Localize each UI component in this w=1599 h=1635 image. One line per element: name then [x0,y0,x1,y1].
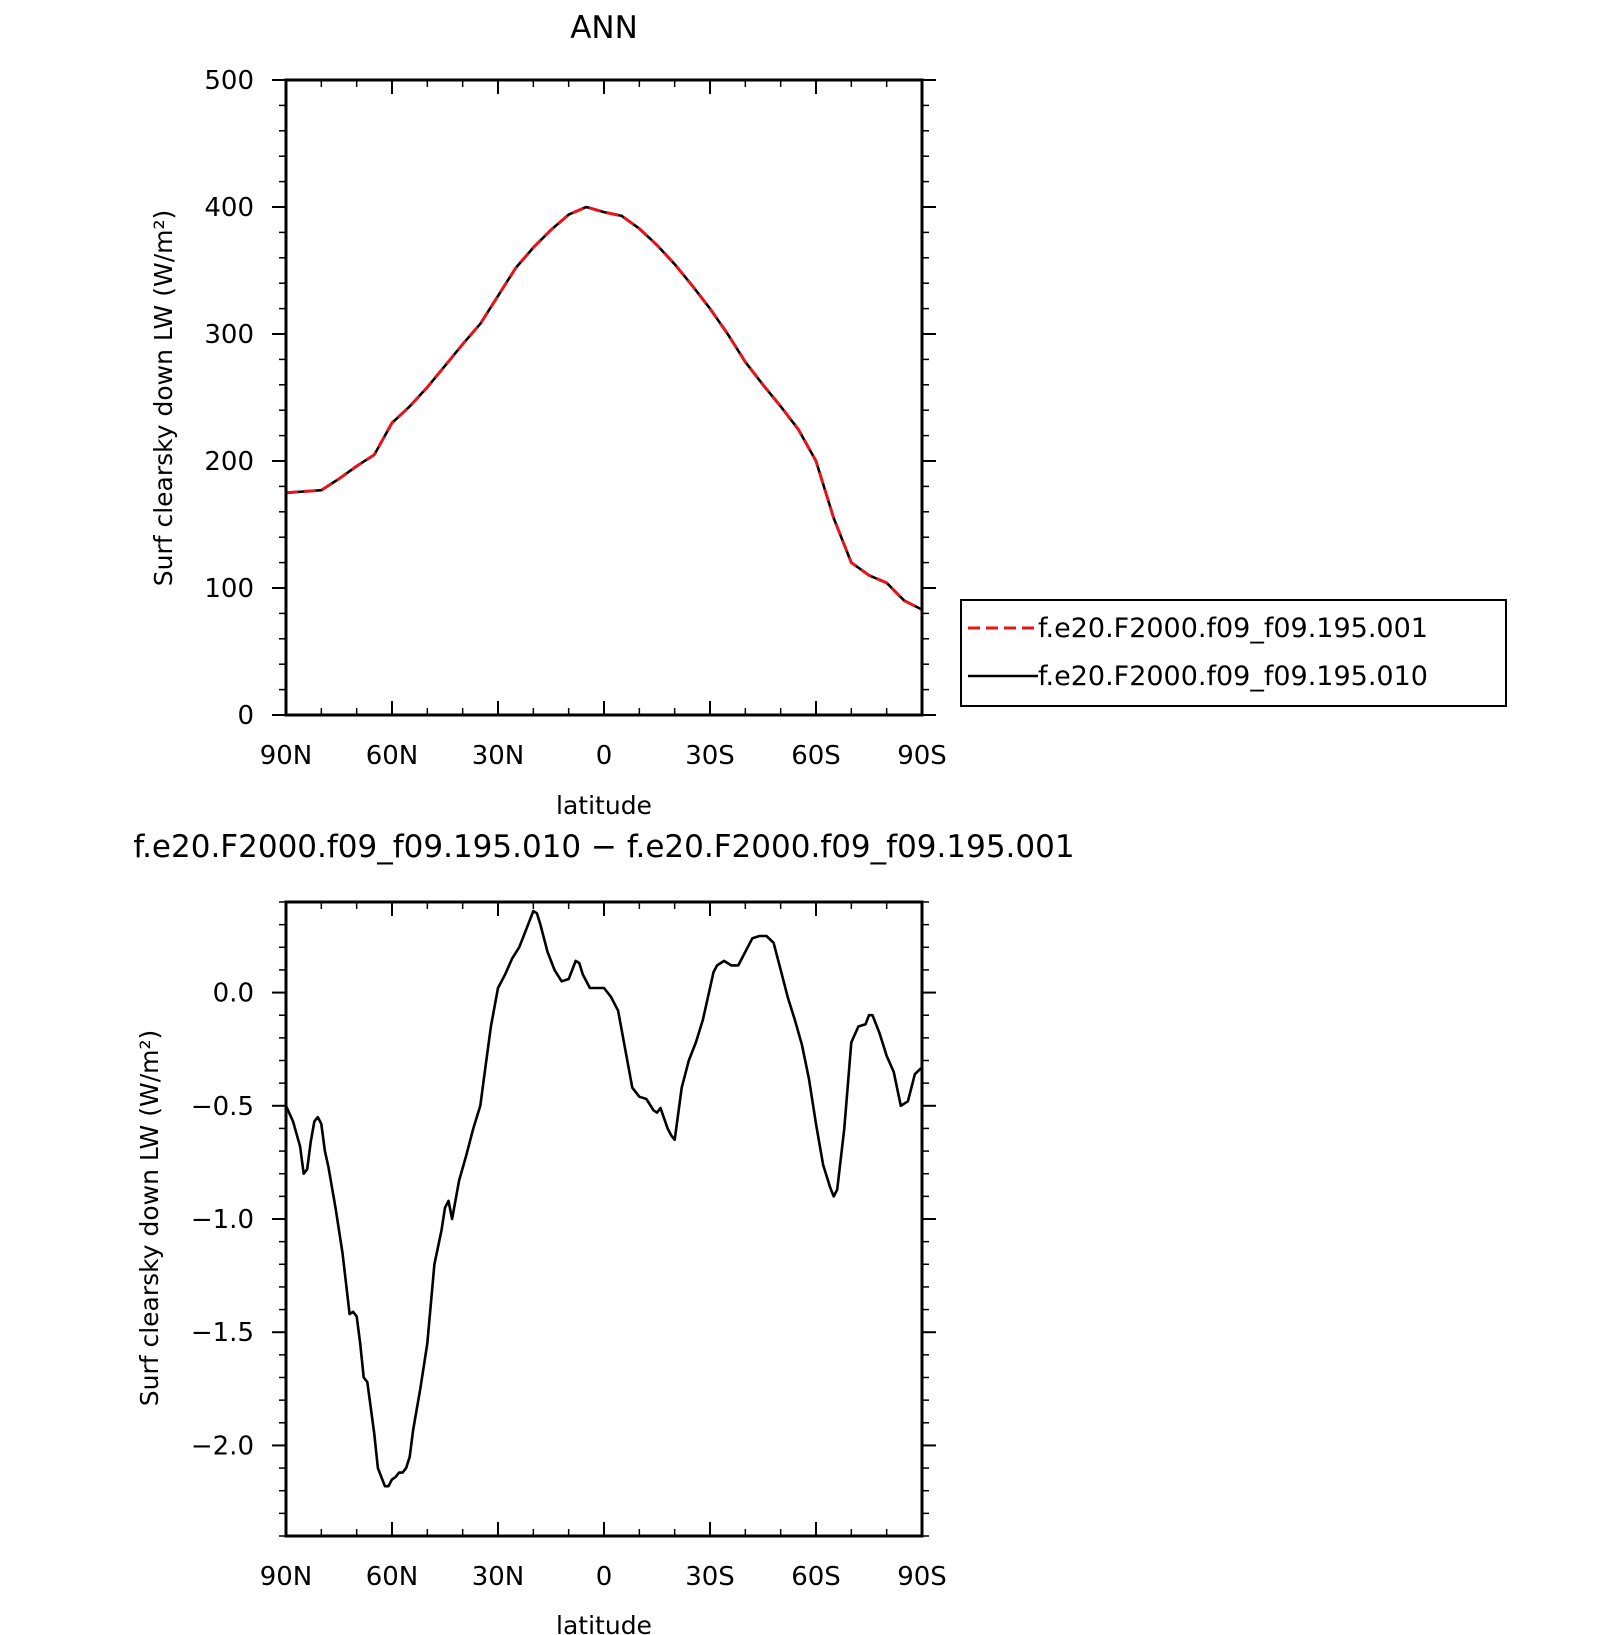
bottom-y-tick-label: −1.5 [191,1318,254,1348]
legend: f.e20.F2000.f09_f09.195.001 f.e20.F2000.… [960,599,1507,707]
bottom-y-tick-label: −2.0 [191,1431,254,1461]
bottom-series-line-1 [284,909,923,1488]
top-x-tick-label: 60N [366,741,419,771]
top-y-tick-label: 300 [204,320,254,350]
top-panel: ANN 90N 60N 30N 0 30S 60S 90S 0 100 200 300 400 500… [149,10,1507,820]
bottom-panel: f.e20.F2000.f09_f09.195.010 − f.e20.F200… [133,829,1074,1635]
top-series-group [285,205,923,611]
top-x-tick-label: 0 [596,741,613,771]
top-series-line-2 [285,205,923,611]
top-x-tick-labels: 90N 60N 30N 0 30S 60S 90S [260,741,947,771]
top-x-axis-title: latitude [556,791,652,820]
top-y-tick-label: 500 [204,66,254,96]
top-y-tick-label: 200 [204,447,254,477]
legend-box [960,599,1507,707]
bottom-x-tick-label: 60N [366,1562,419,1592]
bottom-x-tick-label: 60S [791,1562,841,1592]
legend-label-series-1: f.e20.F2000.f09_f09.195.001 [1038,613,1428,644]
bottom-x-tick-label: 30S [685,1562,735,1592]
top-x-tick-label: 90N [260,741,313,771]
top-y-axis-title: Surf clearsky down LW (W/m²) [149,210,178,587]
legend-label-series-2: f.e20.F2000.f09_f09.195.010 [1038,661,1428,692]
bottom-y-axis-title: Surf clearsky down LW (W/m²) [135,1030,164,1407]
top-chart-title: ANN [570,10,638,46]
top-y-tick-labels: 0 100 200 300 400 500 [204,66,254,731]
top-x-tick-label: 60S [791,741,841,771]
top-x-tick-label: 30N [472,741,525,771]
top-series-line-1 [285,205,923,611]
bottom-plot-frame [284,900,924,1538]
bottom-y-tick-labels: 0.0 −0.5 −1.0 −1.5 −2.0 [191,979,254,1462]
top-x-tick-label: 30S [685,741,735,771]
top-plot-frame [284,78,924,717]
bottom-x-axis-title: latitude [556,1611,652,1635]
bottom-y-tick-label: 0.0 [213,979,254,1009]
bottom-axis-ticks [272,901,936,1537]
bottom-x-tick-label: 90S [897,1562,947,1592]
bottom-y-tick-label: −1.0 [191,1205,254,1235]
bottom-x-tick-label: 0 [596,1562,613,1592]
bottom-chart-title: f.e20.F2000.f09_f09.195.010 − f.e20.F200… [133,829,1074,865]
bottom-x-tick-label: 90N [260,1562,313,1592]
bottom-x-tick-labels: 90N 60N 30N 0 30S 60S 90S [260,1562,947,1592]
top-y-tick-label: 400 [204,193,254,223]
top-axis-ticks [272,79,936,716]
top-y-tick-label: 0 [237,701,254,731]
top-x-tick-label: 90S [897,741,947,771]
bottom-x-tick-label: 30N [472,1562,525,1592]
bottom-y-tick-label: −0.5 [191,1092,254,1122]
bottom-series-group [284,909,923,1488]
top-y-tick-label: 100 [204,574,254,604]
